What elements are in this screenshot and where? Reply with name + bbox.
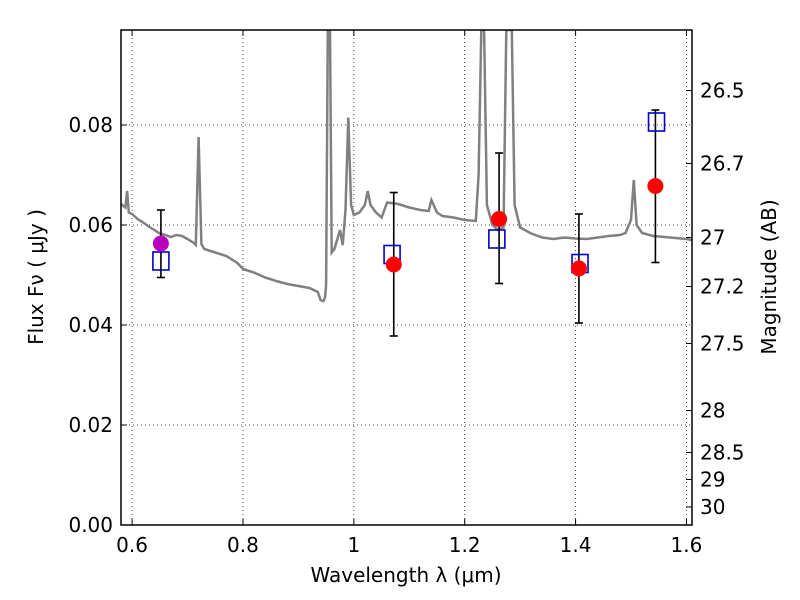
y-tick-label: 0.08 xyxy=(68,113,113,137)
grid-lines xyxy=(121,30,692,525)
photometry-square-marker xyxy=(488,229,506,249)
x-tick-label: 1.6 xyxy=(671,533,703,557)
right-tick-label: 29 xyxy=(700,468,725,492)
y-tick-label: 0.04 xyxy=(68,313,113,337)
x-tick-label: 0.6 xyxy=(116,533,148,557)
y-tick-label: 0.00 xyxy=(68,513,113,537)
right-tick-label: 27.5 xyxy=(700,332,745,356)
photometry-square-marker xyxy=(647,112,666,132)
template-spectrum xyxy=(121,30,692,303)
x-tick-label: 1.2 xyxy=(449,533,481,557)
data-markers xyxy=(152,112,666,277)
y-axis-label: Flux Fν ( μJy ) xyxy=(24,209,48,345)
flux-circle-marker xyxy=(152,235,169,252)
right-tick-label: 28 xyxy=(700,399,725,423)
right-axis-label: Magnitude (AB) xyxy=(757,199,781,354)
right-tick-label: 26.5 xyxy=(700,79,745,103)
right-tick-label: 26.7 xyxy=(700,152,745,176)
x-tick-label: 0.8 xyxy=(227,533,259,557)
spectrum-line xyxy=(121,30,692,303)
right-tick-label: 27.2 xyxy=(700,275,745,299)
flux-circle-marker xyxy=(570,260,587,277)
axis-ticks: 0.6 0.8 1 1.2 1.4 1.6 0.00 0.02 0.04 0.06 0.08 26.5… xyxy=(68,30,745,557)
flux-circle-marker xyxy=(491,211,508,227)
photometry-square-marker xyxy=(152,251,170,271)
x-tick-label: 1 xyxy=(347,533,360,557)
x-axis-label: Wavelength λ (μm) xyxy=(310,563,501,587)
x-tick-label: 1.4 xyxy=(560,533,592,557)
right-tick-label: 28.5 xyxy=(700,441,745,465)
plot-frame xyxy=(120,29,693,526)
flux-circle-marker xyxy=(647,178,664,194)
right-tick-label: 30 xyxy=(700,495,725,519)
y-tick-label: 0.06 xyxy=(68,213,113,237)
y-tick-label: 0.02 xyxy=(68,413,113,437)
flux-circle-marker xyxy=(385,256,402,273)
right-tick-label: 27 xyxy=(700,226,725,250)
